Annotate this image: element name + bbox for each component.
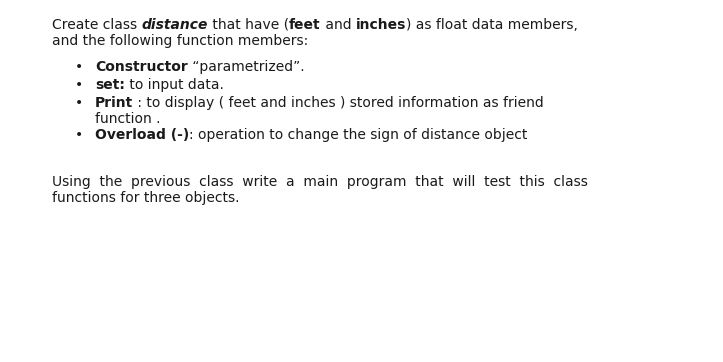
Text: •: • bbox=[75, 128, 83, 142]
Text: functions for three objects.: functions for three objects. bbox=[52, 191, 239, 205]
Text: Print: Print bbox=[95, 96, 133, 110]
Text: and: and bbox=[320, 18, 356, 32]
Text: Constructor: Constructor bbox=[95, 60, 188, 74]
Text: Create class: Create class bbox=[52, 18, 142, 32]
Text: •: • bbox=[75, 96, 83, 110]
Text: “parametrized”.: “parametrized”. bbox=[188, 60, 304, 74]
Text: to input data.: to input data. bbox=[125, 78, 223, 92]
Text: •: • bbox=[75, 60, 83, 74]
Text: •: • bbox=[75, 78, 83, 92]
Text: inches: inches bbox=[356, 18, 406, 32]
Text: set:: set: bbox=[95, 78, 125, 92]
Text: and the following function members:: and the following function members: bbox=[52, 34, 308, 48]
Text: ) as float data members,: ) as float data members, bbox=[406, 18, 578, 32]
Text: that have (: that have ( bbox=[208, 18, 289, 32]
Text: function .: function . bbox=[95, 112, 161, 126]
Text: : to display ( feet and inches ) stored information as friend: : to display ( feet and inches ) stored … bbox=[133, 96, 544, 110]
Text: distance: distance bbox=[142, 18, 208, 32]
Text: Using  the  previous  class  write  a  main  program  that  will  test  this  cl: Using the previous class write a main pr… bbox=[52, 175, 588, 189]
Text: : operation to change the sign of distance object: : operation to change the sign of distan… bbox=[189, 128, 528, 142]
Text: feet: feet bbox=[289, 18, 320, 32]
Text: Overload (-): Overload (-) bbox=[95, 128, 189, 142]
